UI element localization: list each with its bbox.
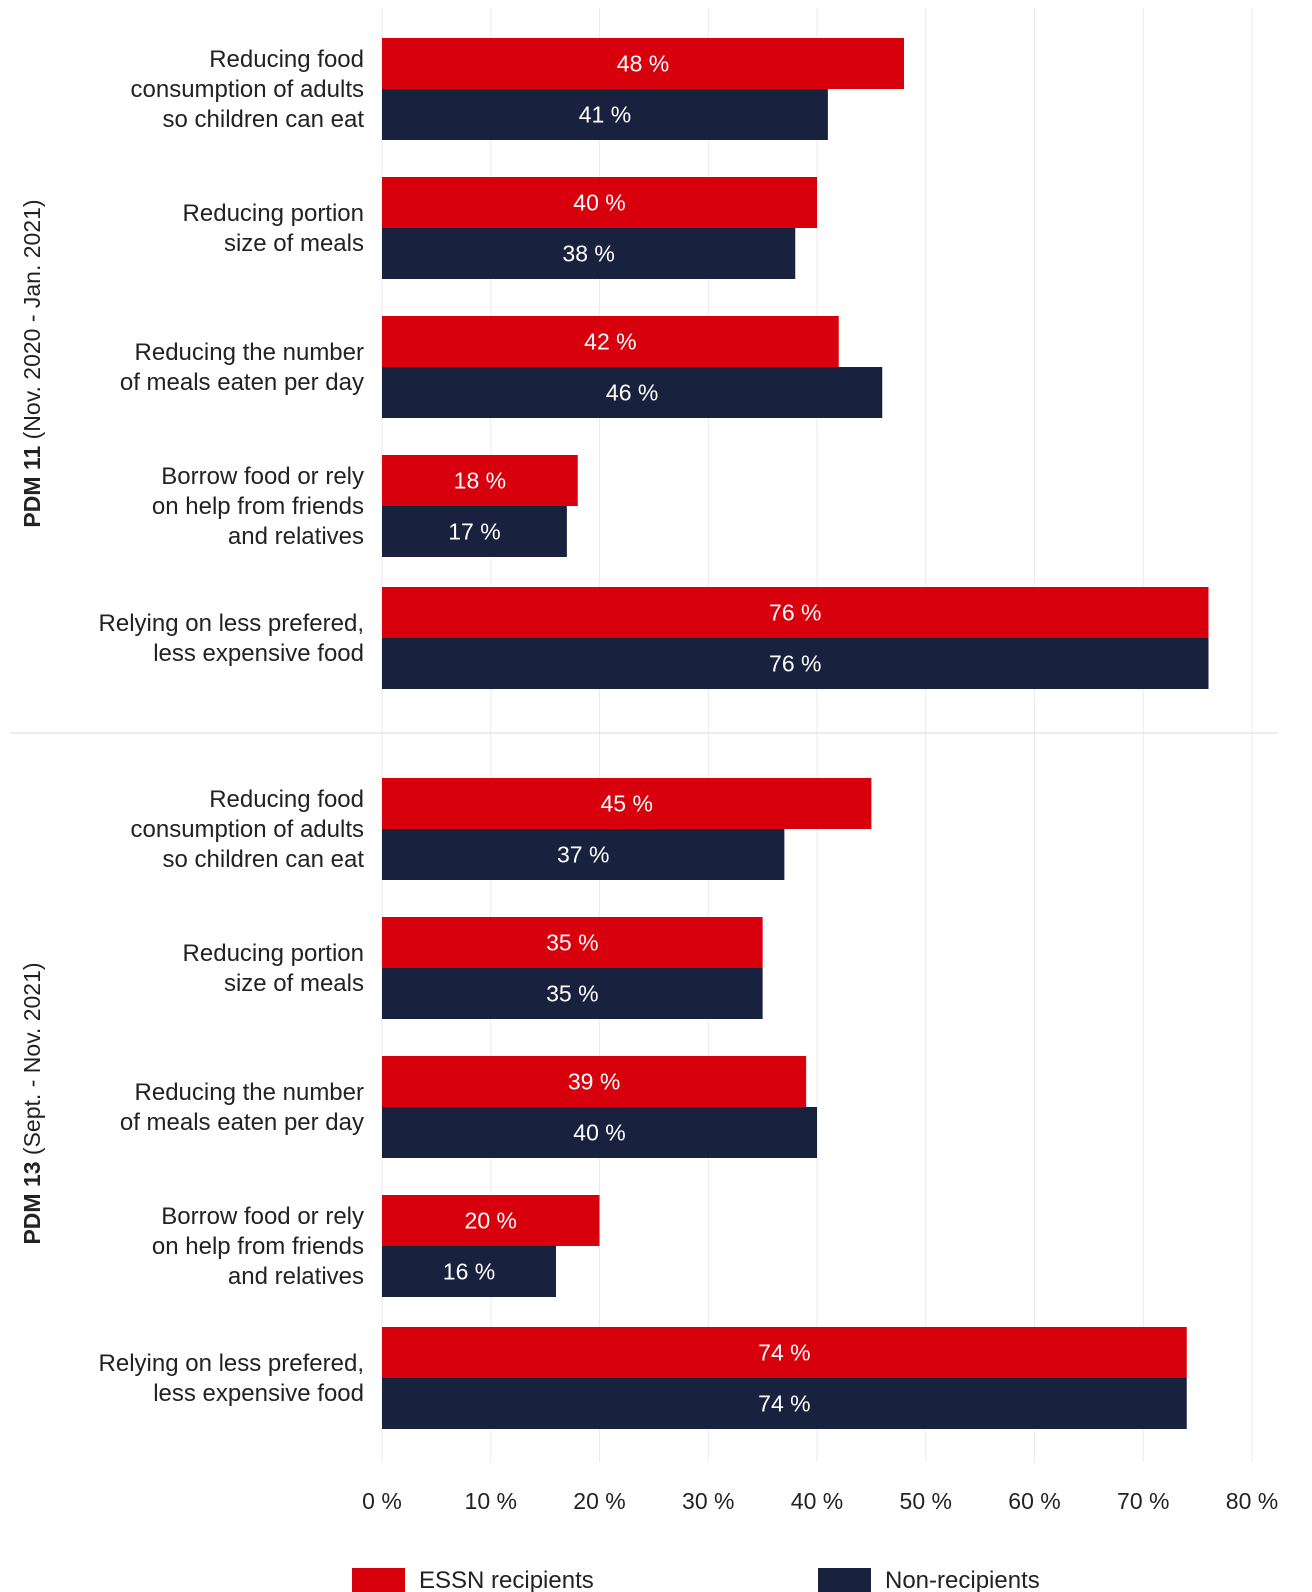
bar-value-label: 20 % <box>465 1208 517 1234</box>
bar-group: 35 % 35 % Reducing portion size of meals <box>183 917 763 1019</box>
bar <box>382 177 817 228</box>
x-tick-label: 30 % <box>682 1488 734 1514</box>
category-label: Reducing the number of meals eaten per da… <box>120 339 364 396</box>
bar-value-label: 17 % <box>448 519 500 545</box>
panel: 45 % 37 % Reducing food consumption of adul… <box>19 778 1187 1429</box>
bar <box>382 316 839 367</box>
bar <box>382 1327 1187 1378</box>
legend-label: Non-recipients <box>885 1567 1040 1592</box>
bar <box>382 917 763 968</box>
bar <box>382 228 796 279</box>
bar <box>382 1107 817 1158</box>
panel: 48 % 41 % Reducing food consumption of adul… <box>19 38 1209 689</box>
bar-value-label: 38 % <box>562 241 614 267</box>
bar-value-label: 16 % <box>443 1259 495 1285</box>
bar-value-label: 40 % <box>573 1120 625 1146</box>
bar-value-label: 74 % <box>758 1391 810 1417</box>
bar <box>382 506 567 557</box>
bar <box>382 587 1209 638</box>
panel-label: PDM 11 (Nov. 2020 - Jan. 2021) <box>19 199 45 527</box>
bar-group: 76 % 76 % Relying on less prefered, less ex… <box>99 587 1209 689</box>
category-label: Borrow food or rely on help from friends a… <box>152 1203 364 1290</box>
bar-group: 20 % 16 % Borrow food or rely on help from … <box>152 1195 600 1297</box>
legend: ESSN recipients Non-recipients <box>352 1567 1040 1592</box>
category-label: Reducing portion size of meals <box>183 940 364 997</box>
category-label: Relying on less prefered, less expensive … <box>99 610 364 667</box>
x-tick-label: 80 % <box>1226 1488 1278 1514</box>
bar <box>382 968 763 1019</box>
bar <box>382 1246 556 1297</box>
legend-swatch <box>352 1568 405 1592</box>
bar-group: 40 % 38 % Reducing portion size of meals <box>183 177 817 279</box>
bar <box>382 1195 600 1246</box>
x-tick-label: 0 % <box>362 1488 402 1514</box>
bar-group: 39 % 40 % Reducing the number of meals eate… <box>120 1056 817 1158</box>
bar-group: 45 % 37 % Reducing food consumption of adul… <box>131 778 872 880</box>
category-label: Reducing portion size of meals <box>183 200 364 257</box>
bar-group: 74 % 74 % Relying on less prefered, less ex… <box>99 1327 1187 1429</box>
bar-value-label: 48 % <box>617 51 669 77</box>
legend-item: ESSN recipients <box>352 1567 594 1592</box>
category-label: Borrow food or rely on help from friends a… <box>152 463 364 550</box>
bar <box>382 638 1209 689</box>
bar <box>382 89 828 140</box>
legend-label: ESSN recipients <box>419 1567 594 1592</box>
bar <box>382 455 578 506</box>
bar-group: 48 % 41 % Reducing food consumption of adul… <box>131 38 904 140</box>
category-label: Reducing the number of meals eaten per da… <box>120 1079 364 1136</box>
category-label: Reducing food consumption of adults so chi… <box>131 786 365 873</box>
bar <box>382 367 883 418</box>
category-label: Relying on less prefered, less expensive … <box>99 1350 364 1407</box>
bar-value-label: 74 % <box>758 1340 810 1366</box>
bar <box>382 1056 807 1107</box>
x-tick-label: 70 % <box>1117 1488 1169 1514</box>
chart-panels: 48 % 41 % Reducing food consumption of adul… <box>19 38 1209 1429</box>
bar-value-label: 41 % <box>579 102 631 128</box>
x-tick-label: 50 % <box>900 1488 952 1514</box>
bar-group: 42 % 46 % Reducing the number of meals eate… <box>120 316 883 418</box>
bar-group: 18 % 17 % Borrow food or rely on help from … <box>152 455 578 557</box>
bar-value-label: 40 % <box>573 190 625 216</box>
legend-item: Non-recipients <box>818 1567 1040 1592</box>
bar <box>382 778 872 829</box>
x-axis: 0 % 10 % 20 % 30 % 40 % 50 % 60 % 70 % 80 % <box>362 1488 1278 1514</box>
x-tick-label: 10 % <box>465 1488 517 1514</box>
bar-value-label: 37 % <box>557 842 609 868</box>
bar-value-label: 76 % <box>769 651 821 677</box>
x-tick-label: 40 % <box>791 1488 843 1514</box>
bar-value-label: 39 % <box>568 1069 620 1095</box>
x-tick-label: 60 % <box>1008 1488 1060 1514</box>
bar-value-label: 18 % <box>454 468 506 494</box>
bar <box>382 1378 1187 1429</box>
bar-value-label: 45 % <box>600 791 652 817</box>
legend-swatch <box>818 1568 871 1592</box>
bar <box>382 829 785 880</box>
category-label: Reducing food consumption of adults so chi… <box>131 46 365 133</box>
panel-label: PDM 13 (Sept. - Nov. 2021) <box>19 962 45 1244</box>
x-tick-label: 20 % <box>573 1488 625 1514</box>
bar-value-label: 46 % <box>606 380 658 406</box>
bar-value-label: 42 % <box>584 329 636 355</box>
bar <box>382 38 904 89</box>
bar-value-label: 35 % <box>546 930 598 956</box>
bar-value-label: 76 % <box>769 600 821 626</box>
bar-value-label: 35 % <box>546 981 598 1007</box>
